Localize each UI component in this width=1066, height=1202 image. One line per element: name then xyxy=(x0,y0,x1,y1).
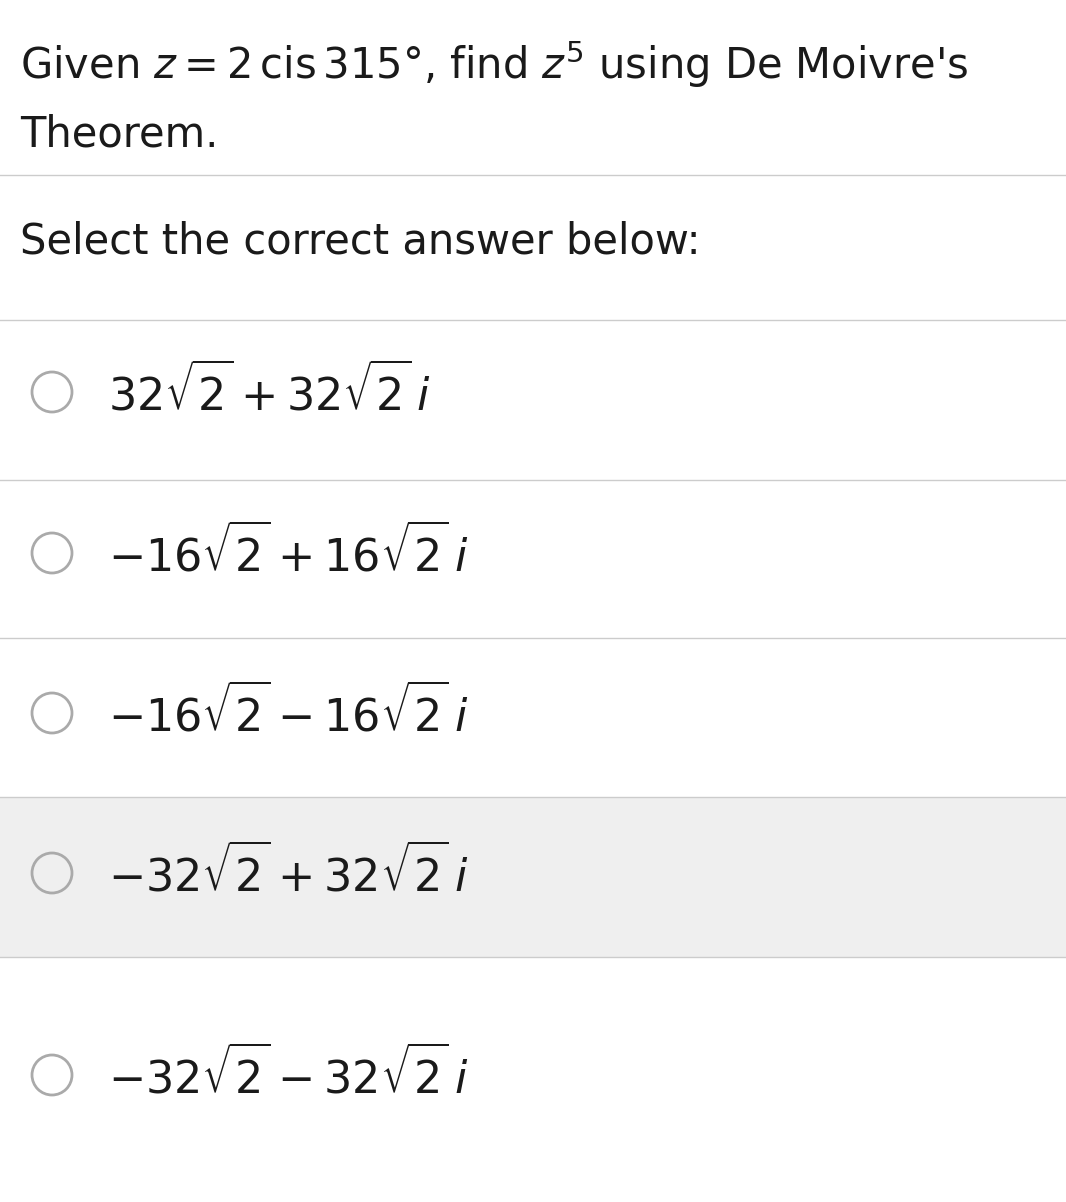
Text: $32\sqrt{2} + 32\sqrt{2}\,i$: $32\sqrt{2} + 32\sqrt{2}\,i$ xyxy=(108,364,431,419)
Bar xyxy=(0,320,1066,480)
Text: $-16\sqrt{2} + 16\sqrt{2}\,i$: $-16\sqrt{2} + 16\sqrt{2}\,i$ xyxy=(108,525,468,581)
Text: $-32\sqrt{2} - 32\sqrt{2}\,i$: $-32\sqrt{2} - 32\sqrt{2}\,i$ xyxy=(108,1047,468,1102)
Text: $-16\sqrt{2} - 16\sqrt{2}\,i$: $-16\sqrt{2} - 16\sqrt{2}\,i$ xyxy=(108,685,468,740)
Text: $-32\sqrt{2} + 32\sqrt{2}\,i$: $-32\sqrt{2} + 32\sqrt{2}\,i$ xyxy=(108,845,468,900)
Text: Select the correct answer below:: Select the correct answer below: xyxy=(20,221,700,263)
Bar xyxy=(0,0,1066,175)
Bar xyxy=(0,957,1066,1202)
Bar xyxy=(0,480,1066,638)
Text: Theorem.: Theorem. xyxy=(20,114,219,156)
Text: Given $z = 2\,\mathrm{cis}\,315°$, find $z^5$ using De Moivre's: Given $z = 2\,\mathrm{cis}\,315°$, find … xyxy=(20,40,968,90)
Bar xyxy=(0,638,1066,797)
Bar xyxy=(0,797,1066,957)
Bar xyxy=(0,175,1066,320)
